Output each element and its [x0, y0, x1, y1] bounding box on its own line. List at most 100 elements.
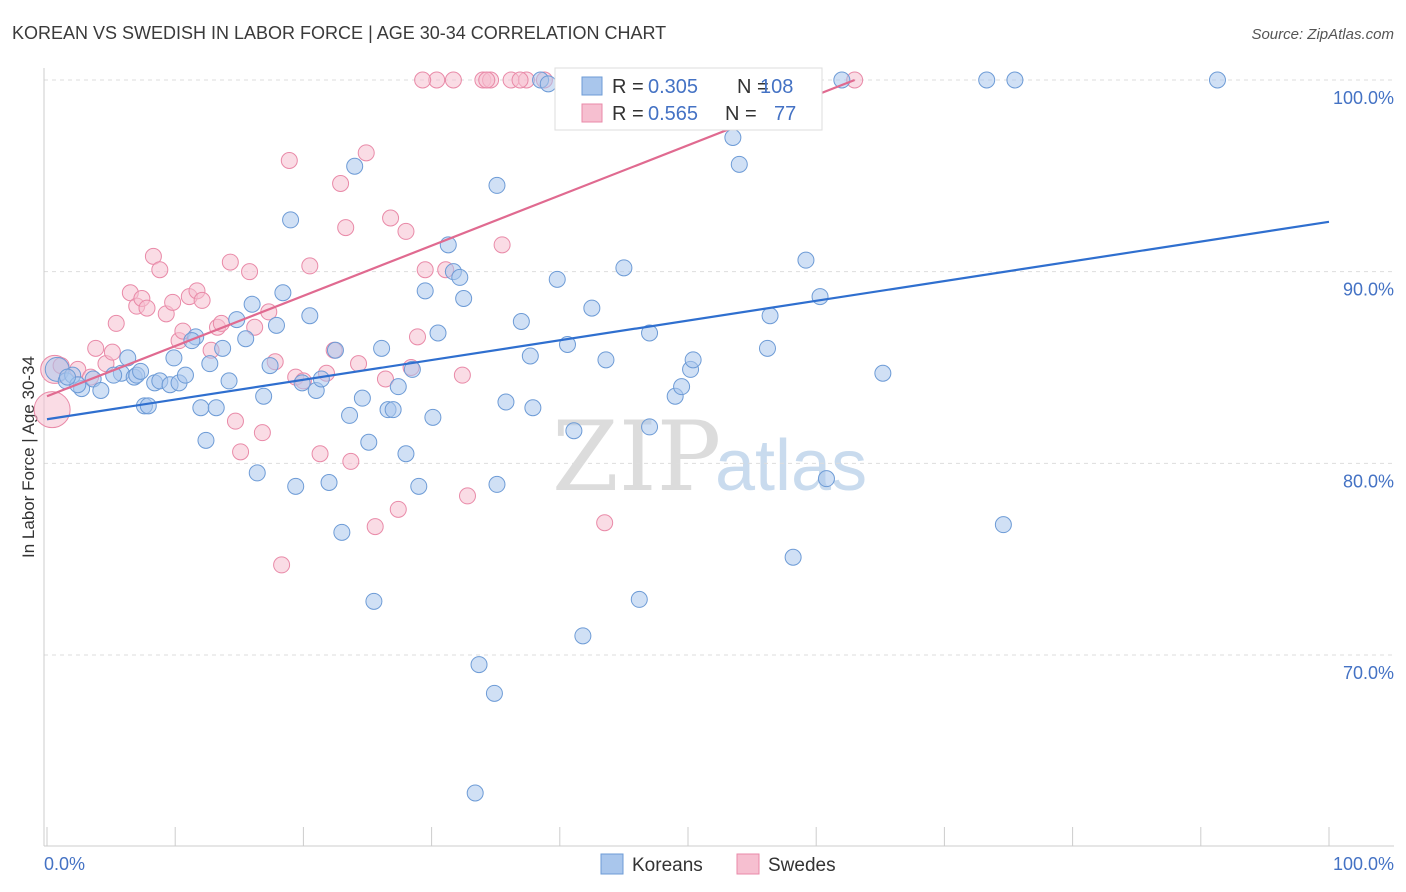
data-point [241, 263, 259, 281]
data-point [280, 152, 298, 169]
x-tick-label-min: 0.0% [44, 854, 85, 874]
data-point [416, 282, 434, 300]
data-point [403, 360, 421, 378]
data-point [107, 314, 125, 332]
data-point [414, 71, 432, 89]
data-point [333, 523, 351, 541]
data-point [353, 389, 371, 407]
data-point [87, 339, 105, 357]
data-point [397, 222, 415, 240]
source-label: Source: ZipAtlas.com [1251, 26, 1394, 43]
data-point [33, 391, 71, 429]
data-point [164, 293, 182, 311]
data-point [811, 288, 829, 306]
data-point [684, 351, 702, 369]
data-point [444, 71, 462, 89]
y-tick-label: 100.0% [1333, 88, 1394, 108]
watermark-atlas: atlas [715, 426, 867, 506]
data-point [92, 382, 110, 399]
data-point [994, 516, 1012, 534]
data-point [978, 71, 996, 89]
data-point [408, 328, 426, 346]
data-point [384, 401, 402, 419]
data-point [574, 627, 592, 645]
data-point [497, 393, 515, 411]
data-point [103, 343, 121, 361]
data-point [332, 175, 350, 192]
data-point [641, 324, 659, 342]
gridlines [44, 79, 1394, 656]
data-point [301, 307, 319, 325]
trend-lines [46, 78, 1330, 421]
data-point [453, 366, 471, 384]
data-point [428, 71, 446, 89]
data-point [429, 324, 447, 342]
data-point [232, 443, 250, 461]
korean-trend-line [46, 220, 1330, 421]
data-point [565, 422, 583, 440]
data-point [615, 259, 633, 277]
data-point [596, 514, 614, 532]
data-point [524, 399, 542, 417]
data-point [493, 236, 511, 254]
swede-r-value: 0.565 [648, 103, 698, 125]
data-point [730, 155, 748, 173]
data-point [293, 374, 311, 392]
y-tick-label: 70.0% [1343, 663, 1394, 683]
data-point [424, 408, 442, 426]
data-point [539, 75, 557, 93]
data-point [389, 500, 407, 518]
data-point [597, 351, 615, 369]
data-point [357, 144, 375, 162]
swede-r-label: R = [612, 103, 644, 125]
data-point [455, 290, 473, 307]
data-point [207, 399, 225, 417]
legend-swede-label: Swedes [768, 855, 836, 876]
data-point [397, 445, 415, 463]
data-point [382, 209, 400, 227]
data-point [192, 399, 210, 417]
data-point [267, 316, 285, 334]
data-point [139, 397, 157, 415]
data-point [784, 548, 802, 566]
data-point [273, 556, 291, 574]
data-point [630, 590, 648, 608]
data-point [1208, 71, 1226, 89]
korean-n-value: 108 [760, 76, 793, 98]
x-tick-label-max: 100.0% [1333, 854, 1394, 874]
data-point [360, 433, 378, 451]
y-tick-label: 90.0% [1343, 280, 1394, 300]
data-point [151, 261, 169, 279]
data-point [341, 406, 359, 424]
data-point [253, 424, 271, 442]
swede-n-label: N = [725, 103, 757, 125]
data-point [512, 313, 530, 330]
data-point [511, 71, 529, 89]
data-point [466, 784, 484, 802]
data-point [346, 157, 364, 175]
data-point [193, 291, 211, 309]
swede-n-value: 77 [774, 103, 796, 125]
legend-korean-swatch [600, 853, 624, 875]
data-point [1006, 71, 1024, 89]
data-point [451, 268, 469, 286]
data-point [416, 261, 434, 279]
y-tick-label: 80.0% [1343, 471, 1394, 491]
data-point [478, 71, 496, 89]
data-point [312, 370, 330, 388]
data-point [220, 372, 238, 390]
data-point [365, 592, 383, 610]
data-point [641, 418, 659, 436]
data-point [282, 211, 300, 229]
data-point [165, 349, 183, 367]
data-point [342, 452, 360, 470]
data-point [274, 284, 292, 302]
data-point [132, 362, 150, 380]
data-point [201, 355, 219, 373]
data-point [287, 477, 305, 495]
y-axis-label: In Labor Force | Age 30-34 [19, 356, 38, 558]
legend-swede-swatch [736, 853, 760, 875]
stats-legend: R = 0.305 N = 108 R = 0.565 N = 77 [554, 67, 823, 131]
data-point [261, 357, 279, 375]
data-point [326, 341, 344, 359]
